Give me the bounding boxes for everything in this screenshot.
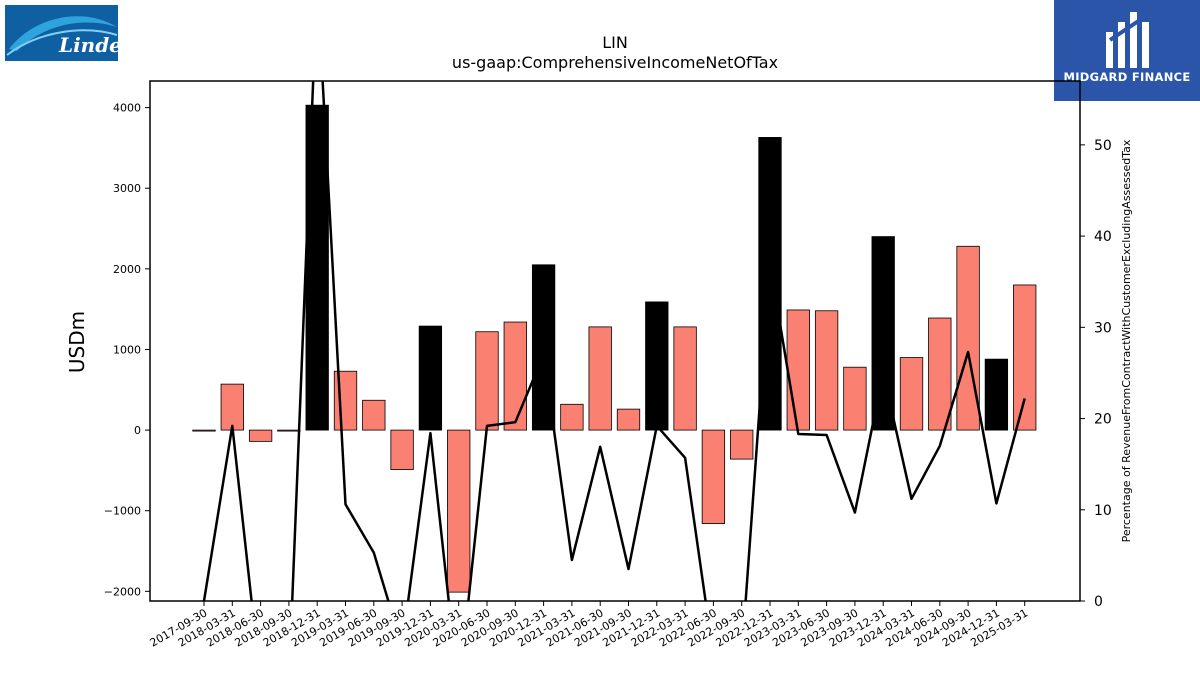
y2-tick-label: 0 [1094, 594, 1103, 610]
bar-2021-03-31 [560, 403, 584, 431]
y2-tick-label: 50 [1094, 138, 1112, 154]
y-tick-label: −2000 [104, 585, 141, 598]
bar-2024-03-31 [899, 357, 924, 431]
bar-2023-12-31 [871, 236, 895, 431]
bar-2018-09-30 [277, 429, 301, 432]
bar-2020-09-30 [503, 321, 527, 431]
bar-2019-12-31 [418, 325, 443, 431]
bar-2020-03-31 [447, 429, 471, 593]
bar-2022-06-30 [701, 429, 726, 525]
y2-axis-label: Percentage of RevenueFromContractWithCus… [1120, 139, 1133, 542]
midgard-finance-logo: MIDGARD FINANCE [1054, 0, 1200, 101]
bar-2024-06-30 [928, 317, 952, 431]
bar-2019-06-30 [362, 399, 386, 431]
line-group [202, 81, 1026, 601]
y2-tick-label: 10 [1094, 503, 1112, 519]
y-tick-label: 1000 [113, 343, 141, 356]
bar-2023-06-30 [814, 310, 839, 431]
bar-2018-03-31 [220, 383, 244, 431]
bar-2025-03-31 [1013, 284, 1037, 431]
y-tick-label: 2000 [113, 263, 141, 276]
bar-2021-12-31 [645, 301, 669, 431]
bar-2019-09-30 [390, 429, 414, 470]
y2-tick-label: 40 [1094, 229, 1112, 245]
line-series [202, 81, 1026, 601]
chart-subtitle: us-gaap:ComprehensiveIncomeNetOfTax [452, 53, 778, 72]
chart-title: LIN [602, 33, 628, 52]
bar-2022-03-31 [673, 326, 697, 431]
bar-2017-09-30 [192, 429, 216, 432]
y2-tick-label: 20 [1094, 412, 1112, 428]
plot-frame [149, 80, 1081, 602]
bar-2022-09-30 [730, 429, 754, 460]
left-axis: −2000 −1000 0 1000 2000 3000 4000 [104, 102, 150, 598]
bar-2021-09-30 [616, 408, 641, 431]
x-axis: 2017-09-302018-03-312018-06-302018-09-30… [148, 601, 1030, 650]
right-axis: 0 10 20 30 40 50 [1080, 138, 1112, 610]
bar-2024-09-30 [956, 245, 980, 431]
y-axis-label: USDm [65, 311, 89, 373]
y-tick-label: 4000 [113, 102, 141, 115]
bar-2020-06-30 [475, 331, 499, 431]
bar-group [192, 104, 1037, 593]
bar-2021-06-30 [588, 326, 612, 431]
linde-logo: Linde [5, 5, 122, 61]
bar-2023-09-30 [843, 366, 867, 431]
y2-tick-label: 30 [1094, 320, 1112, 336]
linde-wordmark: Linde [58, 33, 118, 57]
bar-2018-06-30 [248, 429, 273, 442]
bar-2024-12-31 [984, 358, 1009, 431]
midgard-finance-wordmark: MIDGARD FINANCE [1063, 70, 1191, 84]
y-tick-label: 3000 [113, 182, 141, 195]
bar-2023-03-31 [786, 309, 810, 431]
y-tick-label: 0 [134, 424, 141, 437]
y-tick-label: −1000 [104, 505, 141, 518]
